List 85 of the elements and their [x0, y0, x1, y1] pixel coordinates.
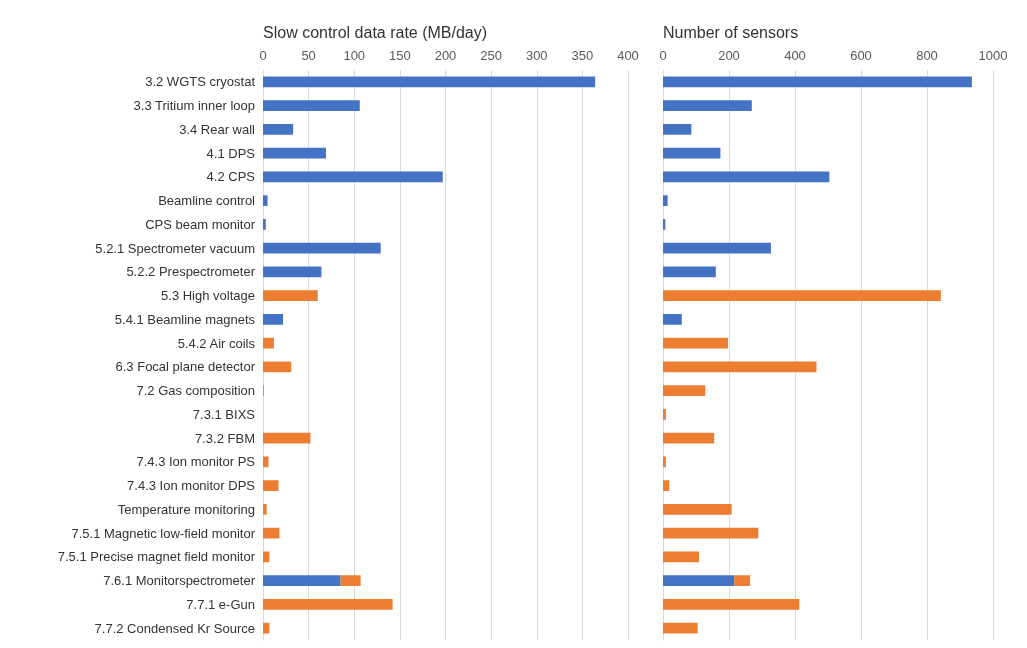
y-tick-label: 3.4 Rear wall	[179, 121, 256, 137]
bar	[663, 337, 729, 349]
y-tick-label: 7.7.2 Condensed Kr Source	[94, 620, 255, 636]
x-tick-label: 300	[525, 48, 548, 63]
y-tick-label: 7.3.2 FBM	[195, 430, 255, 446]
bar	[663, 622, 698, 634]
bar	[663, 124, 692, 135]
bar	[263, 290, 318, 301]
y-tick-label: 5.4.1 Beamline magnets	[114, 311, 256, 327]
bar	[263, 480, 279, 491]
x-tick-label: 200	[434, 48, 457, 63]
bar	[663, 266, 716, 278]
y-tick-label: 5.2.2 Prespectrometer	[126, 264, 256, 280]
x-tick-label: 0	[259, 48, 267, 63]
x-tick-label: 150	[389, 48, 411, 63]
x-tick-label: 600	[850, 48, 872, 63]
bar	[263, 76, 596, 88]
bar	[263, 599, 393, 610]
bar	[263, 100, 360, 111]
bar	[663, 432, 715, 444]
bar	[663, 385, 706, 396]
bar	[263, 575, 341, 586]
x-tick-label: 400	[784, 48, 806, 63]
bar	[663, 361, 817, 373]
bar	[663, 480, 670, 491]
bar	[663, 456, 666, 468]
bar	[263, 314, 284, 325]
bar	[340, 575, 361, 586]
x-tick-label: 100	[343, 48, 366, 63]
bar	[663, 504, 732, 515]
bar	[663, 100, 752, 111]
bar	[263, 527, 280, 539]
x-tick-label: 800	[916, 48, 938, 63]
y-tick-label: 3.2 WGTS cryostat	[145, 74, 256, 90]
bar	[263, 195, 268, 206]
bar	[663, 290, 941, 301]
bar	[663, 242, 771, 254]
bar	[663, 314, 682, 325]
x-tick-label: 0	[659, 48, 667, 63]
bar	[263, 337, 274, 349]
x-tick-label: 400	[617, 48, 639, 63]
y-tick-label: 4.1 DPS	[206, 145, 256, 161]
bar	[263, 432, 311, 444]
y-tick-label: 7.4.3 Ion monitor DPS	[127, 478, 256, 494]
bar	[663, 575, 735, 586]
y-tick-label: 5.2.1 Spectrometer vacuum	[95, 240, 255, 256]
bar	[663, 551, 699, 563]
y-tick-label: 5.3 High voltage	[161, 288, 255, 304]
x-tick-label: 50	[301, 48, 316, 63]
bar	[663, 195, 668, 206]
y-tick-label: 7.4.3 Ion monitor PS	[136, 454, 256, 470]
y-tick-label: 7.6.1 Monitorspectrometer	[103, 573, 256, 589]
y-tick-label: 7.5.1 Magnetic low-field monitor	[71, 525, 256, 541]
y-tick-label: 7.7.1 e-Gun	[186, 596, 255, 612]
bar	[263, 504, 267, 515]
x-tick-label: 350	[571, 48, 594, 63]
x-tick-label: 1000	[978, 48, 1008, 63]
bar	[663, 76, 972, 88]
x-tick-label: 200	[718, 48, 740, 63]
x-tick-label: 250	[480, 48, 502, 63]
bar	[663, 599, 800, 610]
bar	[734, 575, 751, 586]
y-tick-label: 3.3 Tritium inner loop	[133, 98, 255, 114]
bar	[263, 361, 292, 373]
bar	[663, 409, 666, 420]
y-tick-label: 7.5.1 Precise magnet field monitor	[57, 549, 256, 565]
bar	[263, 171, 443, 183]
y-tick-label: 7.3.1 BIXS	[192, 406, 256, 422]
y-tick-label: 6.3 Focal plane detector	[115, 359, 256, 375]
bar	[663, 147, 721, 159]
y-tick-label: Beamline control	[158, 193, 256, 209]
x-axis-title: Slow control data rate (MB/day)	[263, 23, 488, 41]
bar	[663, 171, 830, 183]
bar	[263, 124, 294, 135]
bar	[263, 147, 326, 159]
y-tick-label: 7.2 Gas composition	[136, 383, 255, 399]
x-axis-title: Number of sensors	[663, 23, 799, 41]
bar	[263, 266, 322, 278]
bar	[663, 527, 759, 539]
y-tick-label: 5.4.2 Air coils	[177, 335, 256, 351]
bar	[263, 219, 266, 230]
y-tick-label: Temperature monitoring	[117, 501, 255, 517]
bar	[263, 242, 381, 254]
y-tick-label: 4.2 CPS	[206, 169, 256, 185]
y-tick-label: CPS beam monitor	[145, 216, 256, 232]
